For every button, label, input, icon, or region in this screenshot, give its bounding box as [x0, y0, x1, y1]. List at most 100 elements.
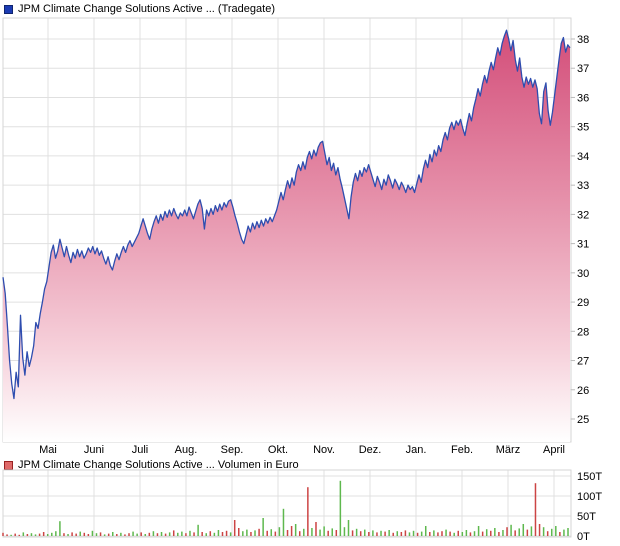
volume-bar	[355, 528, 358, 536]
volume-bar	[351, 530, 354, 536]
price-y-axis-label: 33	[577, 180, 589, 192]
price-line	[2, 29, 571, 400]
volume-bar	[347, 520, 350, 536]
volume-chart-title: JPM Climate Change Solutions Active ... …	[18, 459, 299, 471]
volume-bar	[404, 530, 407, 536]
volume-bar	[177, 532, 179, 536]
volume-chart-legend: JPM Climate Change Solutions Active ... …	[4, 459, 299, 471]
volume-bar	[26, 534, 29, 536]
volume-bar	[526, 529, 529, 536]
volume-bar	[217, 530, 220, 536]
volume-bar	[38, 533, 41, 536]
price-series-swatch-icon	[4, 4, 13, 14]
volume-bar	[396, 531, 399, 536]
volume-bar	[246, 529, 248, 536]
volume-bar	[221, 532, 224, 536]
price-y-axis-label: 35	[577, 122, 589, 134]
volume-bar	[550, 528, 553, 536]
volume-bar	[538, 524, 541, 536]
price-y-axis-label: 30	[577, 268, 589, 280]
volume-bar	[172, 530, 175, 536]
volume-y-axis-label: 150T	[577, 471, 602, 483]
volume-bar	[79, 531, 81, 536]
volume-bar	[87, 534, 90, 536]
volume-bar	[364, 529, 366, 536]
volume-bar	[376, 532, 378, 536]
price-y-axis-label: 36	[577, 92, 589, 104]
volume-bar	[437, 532, 439, 536]
volume-bar	[34, 534, 37, 536]
volume-bar	[91, 530, 94, 536]
month-label: Juli	[132, 444, 149, 456]
volume-bar	[22, 532, 25, 536]
volume-bar	[490, 530, 492, 536]
volume-bar	[534, 483, 537, 536]
volume-bar	[67, 534, 69, 536]
volume-bar	[445, 529, 447, 536]
volume-bar	[164, 533, 167, 536]
volume-bar	[262, 518, 264, 536]
volume-bar	[441, 531, 443, 536]
volume-bar	[254, 530, 256, 536]
month-label: Feb.	[451, 444, 473, 456]
volume-bar	[30, 533, 33, 536]
volume-bar	[298, 531, 301, 536]
price-y-axis-label: 31	[577, 239, 589, 251]
volume-bar	[522, 524, 525, 536]
price-y-axis-label: 26	[577, 385, 589, 397]
volume-bar	[10, 534, 12, 536]
volume-bar	[469, 532, 472, 536]
price-chart-legend: JPM Climate Change Solutions Active ... …	[4, 3, 275, 15]
month-label: Mai	[39, 444, 57, 456]
volume-bar	[266, 530, 268, 536]
volume-bar	[148, 532, 151, 536]
volume-bar	[233, 520, 236, 536]
volume-bar	[63, 533, 65, 536]
volume-bar	[506, 527, 508, 536]
price-y-axis-label: 29	[577, 297, 589, 309]
volume-bar	[433, 530, 435, 536]
volume-bar	[343, 527, 346, 536]
volume-bar	[546, 531, 549, 536]
volume-bar	[238, 528, 240, 536]
volume-bar	[14, 533, 16, 536]
volume-bar	[359, 531, 362, 536]
volume-bar	[160, 532, 163, 536]
volume-bar	[107, 533, 110, 536]
volume-bar	[510, 524, 512, 536]
volume-bar	[412, 530, 415, 536]
volume-bar	[2, 532, 4, 536]
volume-bar	[429, 532, 431, 536]
volume-bar	[197, 524, 199, 536]
volume-bar	[530, 526, 533, 536]
volume-bar	[368, 532, 370, 536]
volume-bar	[449, 531, 451, 536]
volume-bar	[274, 531, 277, 536]
volume-bar	[250, 532, 252, 536]
month-label: Aug.	[175, 444, 198, 456]
price-y-axis-label: 25	[577, 414, 589, 426]
volume-bar	[294, 524, 297, 536]
volume-bar	[400, 532, 403, 536]
volume-bar	[42, 532, 45, 536]
volume-bar	[559, 532, 561, 536]
volume-bar	[502, 530, 504, 536]
volume-bar	[258, 528, 260, 536]
volume-bar	[270, 529, 273, 536]
volume-bar	[388, 530, 390, 536]
volume-bar	[75, 533, 77, 536]
month-label: Jan.	[406, 444, 427, 456]
volume-bar	[514, 530, 516, 536]
volume-bar	[168, 532, 171, 536]
volume-bar	[55, 531, 57, 536]
volume-bar	[542, 527, 545, 536]
volume-bar	[242, 531, 244, 536]
volume-bar	[408, 532, 411, 536]
volume-bar	[416, 532, 419, 536]
volume-bar	[307, 487, 309, 536]
volume-bar	[498, 532, 500, 536]
volume-bar	[323, 526, 325, 536]
volume-bar	[128, 533, 130, 536]
volume-bar	[140, 532, 142, 536]
volume-bar	[112, 532, 114, 536]
